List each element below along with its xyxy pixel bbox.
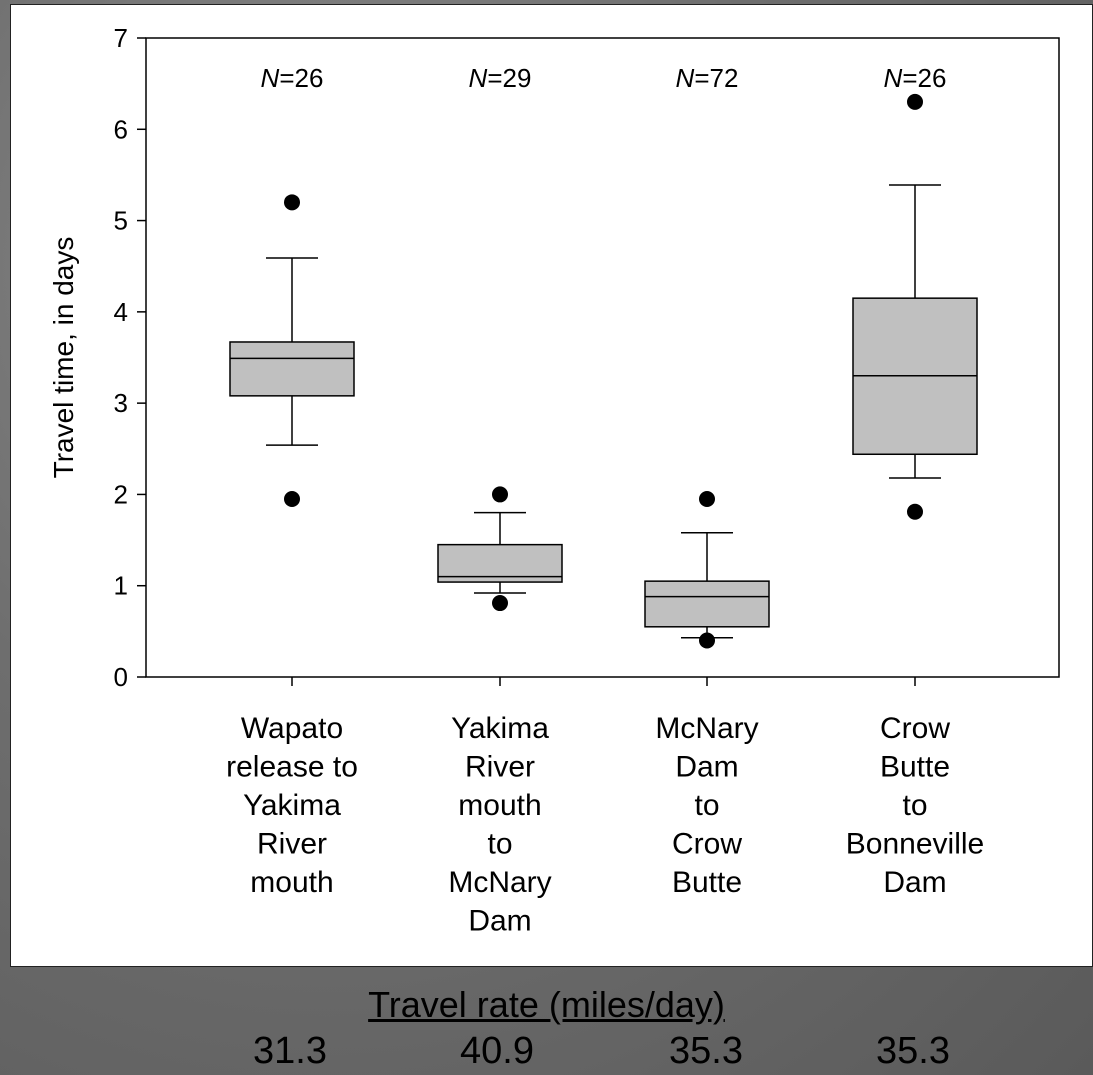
sample-size-label: N=29 <box>469 63 532 93</box>
box-iqr <box>229 341 355 397</box>
sample-size-label: N=26 <box>261 63 324 93</box>
sample-size-label: N=72 <box>676 63 739 93</box>
outlier-point <box>492 595 508 612</box>
y-tick-label: 2 <box>114 479 128 509</box>
y-tick-label: 5 <box>114 206 128 236</box>
outlier-point <box>907 503 923 520</box>
travel-rate-value: 35.3 <box>669 1030 743 1072</box>
y-tick-label: 6 <box>114 114 128 144</box>
y-tick-label: 0 <box>114 662 128 692</box>
chart-panel: 0 1 2 3 4 5 6 7 Travel time, in days N=26 Wapato re… <box>10 4 1093 967</box>
x-category-label: Wapato release to Yakima River mouth <box>226 712 358 899</box>
travel-rate-value: 40.9 <box>460 1030 534 1072</box>
box-iqr <box>644 580 770 628</box>
outlier-point <box>284 490 300 507</box>
y-tick-label: 4 <box>114 297 128 327</box>
x-category-label: McNary Dam to Crow Butte <box>655 712 758 899</box>
outlier-point <box>907 93 923 110</box>
travel-rate-value: 31.3 <box>253 1030 327 1072</box>
x-category-label: Yakima River mouth to McNary Dam <box>448 712 551 938</box>
box-plot: 0 1 2 3 4 5 6 7 Travel time, in days N=26 Wapato re… <box>48 23 1060 938</box>
x-category-label: Crow Butte to Bonneville Dam <box>846 712 984 899</box>
outlier-point <box>699 490 715 507</box>
plot-frame <box>145 37 1060 678</box>
sample-size-label: N=26 <box>884 63 947 93</box>
y-tick-label: 7 <box>114 23 128 53</box>
y-tick-label: 3 <box>114 388 128 418</box>
travel-rate-title: Travel rate (miles/day) <box>368 984 725 1025</box>
travel-rate-value: 35.3 <box>876 1030 950 1072</box>
outlier-point <box>492 486 508 503</box>
y-axis-label: Travel time, in days <box>48 237 79 479</box>
box-iqr <box>437 543 563 583</box>
y-tick-label: 1 <box>114 571 128 601</box>
outlier-point <box>284 194 300 211</box>
outlier-point <box>699 632 715 649</box>
